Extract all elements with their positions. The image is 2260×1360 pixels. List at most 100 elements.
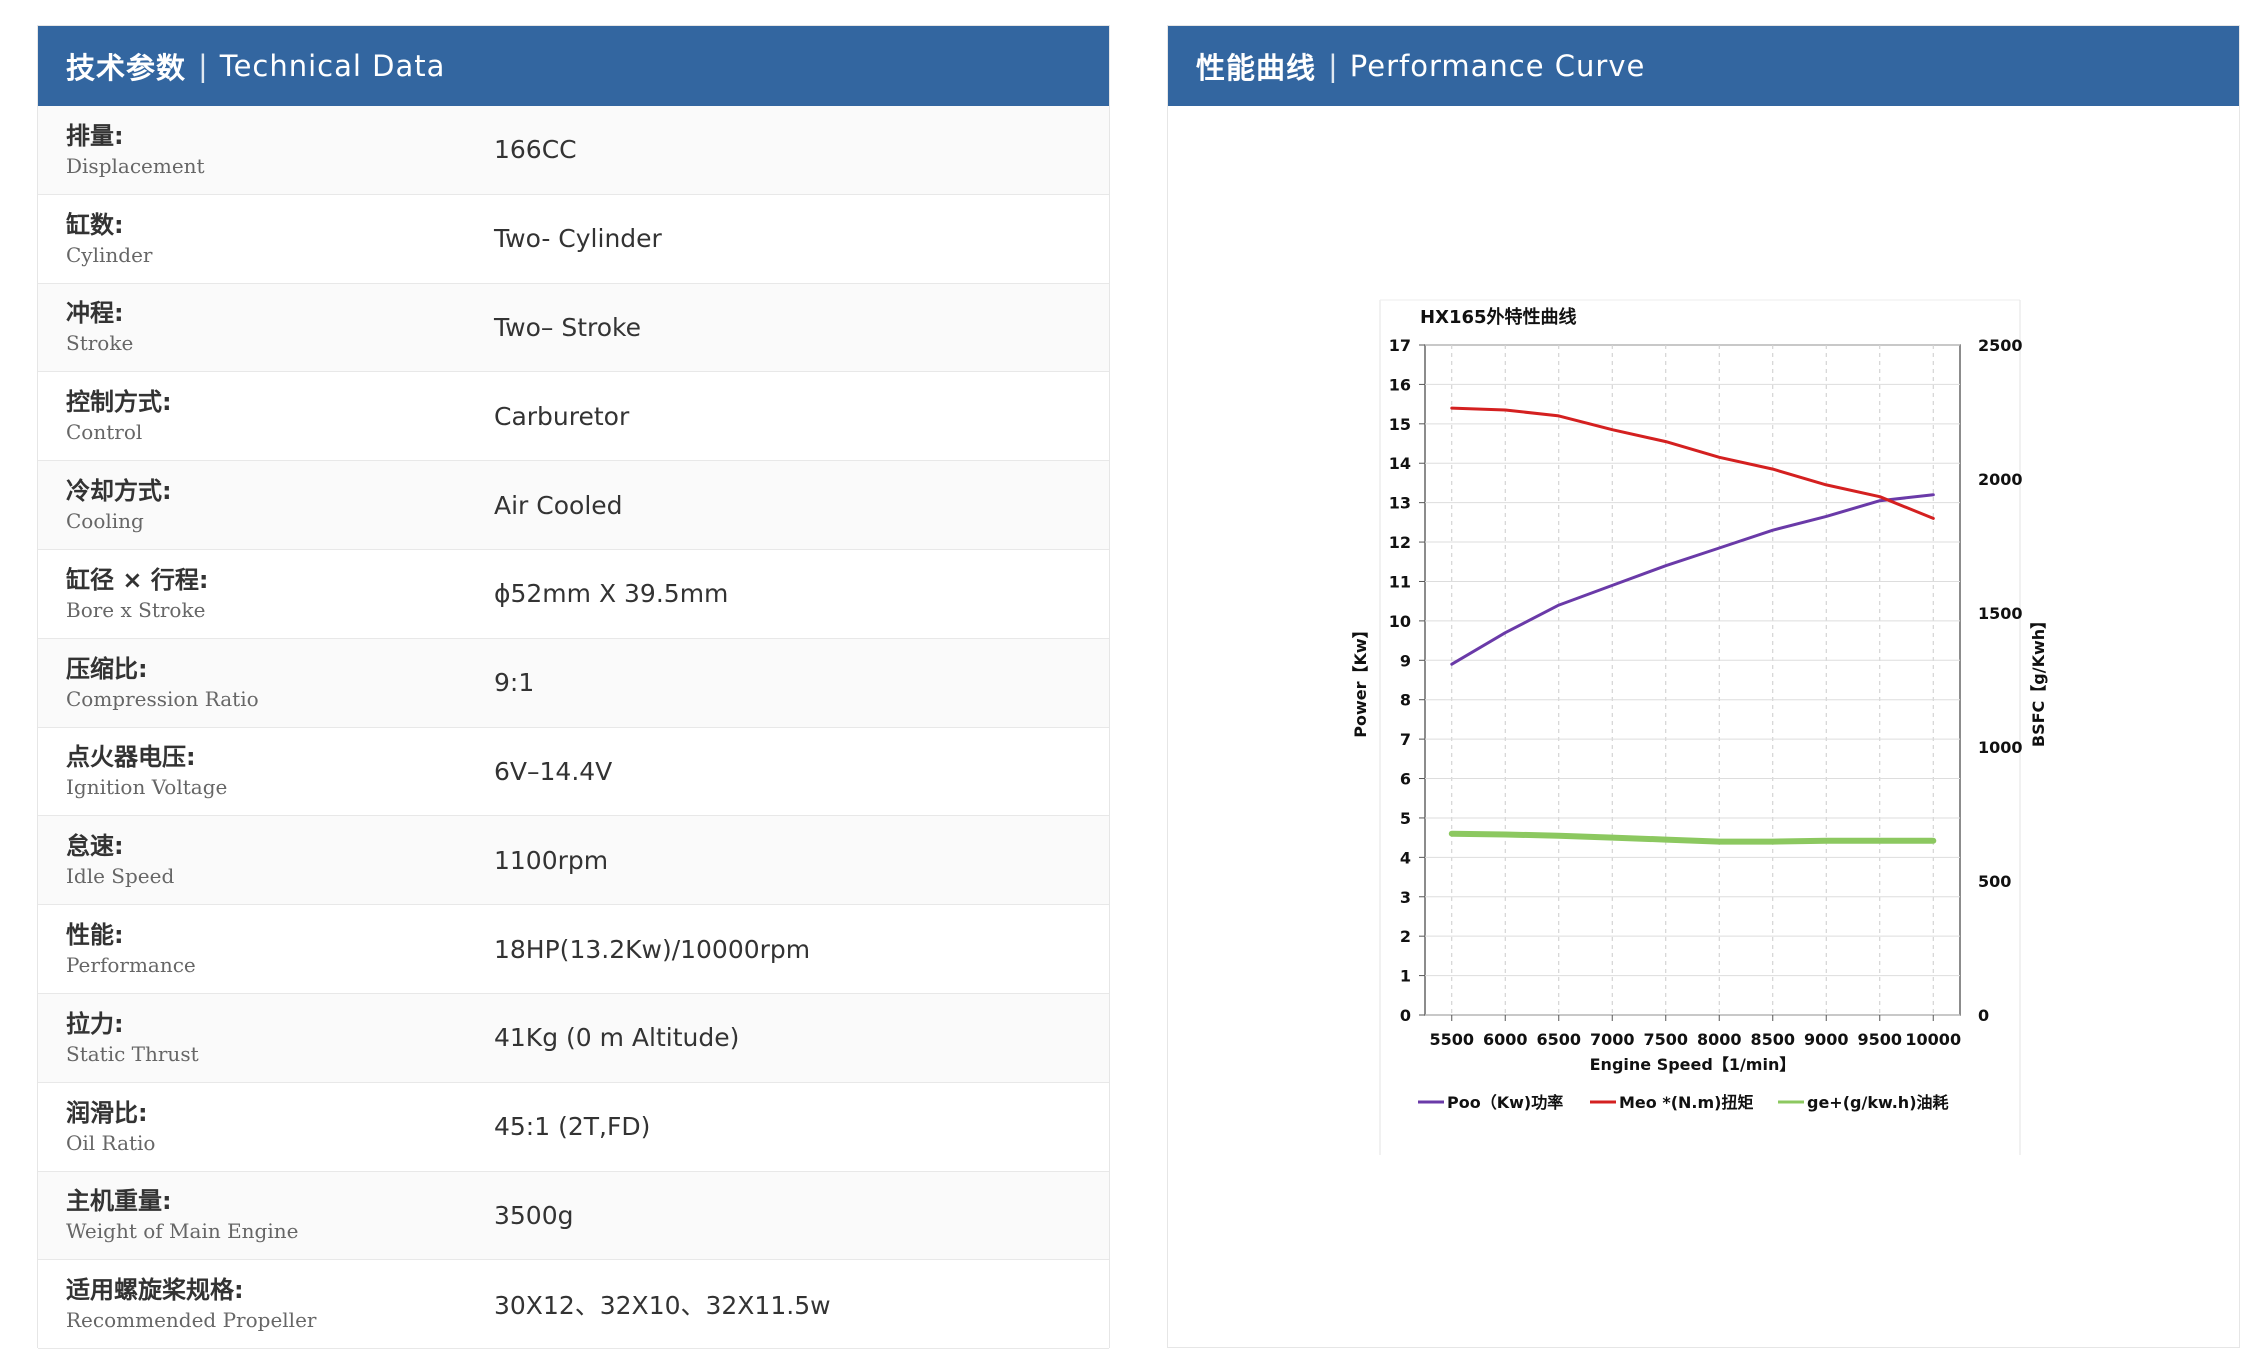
left-axis-tick-label: 14 [1389, 454, 1411, 473]
spec-value: Carburetor [494, 401, 630, 431]
spec-label-en: Displacement [66, 153, 205, 178]
spec-value: ϕ52mm X 39.5mm [494, 579, 729, 609]
spec-label-en: Recommended Propeller [66, 1308, 317, 1333]
series-line-0 [1450, 493, 1935, 666]
performance-curve-panel: 性能曲线 | Performance Curve [1167, 25, 2240, 1348]
spec-row: 点火器电压: Ignition Voltage 6V–14.4V [38, 727, 1109, 817]
chart-labels: 0123456789101112131415161705001000150020… [1351, 306, 2048, 1074]
spec-row: 控制方式: Control Carburetor [38, 372, 1109, 462]
performance-curve-title-zh: 性能曲线 [1196, 51, 1317, 85]
spec-label-zh: 压缩比: [66, 654, 148, 683]
left-axis-tick-label: 8 [1400, 691, 1411, 710]
spec-value: 30X12、32X10、32X11.5w [494, 1291, 831, 1321]
right-axis-tick-label: 1000 [1978, 738, 2023, 757]
right-axis-label: BSFC【g/Kwh】 [2029, 613, 2048, 747]
spec-row: 适用螺旋桨规格: Recommended Propeller 30X12、32X10… [38, 1260, 1109, 1350]
right-axis-tick-label: 2000 [1978, 470, 2023, 489]
spec-label-zh: 控制方式: [66, 388, 172, 417]
spec-label: 缸径 × 行程: Bore x Stroke [38, 564, 494, 624]
spec-label: 拉力: Static Thrust [38, 1008, 494, 1068]
spec-label-en: Cooling [66, 509, 144, 534]
x-axis-tick-label: 8500 [1750, 1030, 1795, 1049]
spec-label-en: Idle Speed [66, 864, 175, 889]
spec-label-en: Stroke [66, 331, 134, 356]
spec-label: 润滑比: Oil Ratio [38, 1097, 494, 1157]
spec-label-zh: 性能: [66, 921, 124, 950]
spec-label-zh: 怠速: [66, 832, 124, 861]
spec-label-en: Weight of Main Engine [66, 1219, 299, 1244]
left-axis-tick-label: 17 [1389, 336, 1411, 355]
spec-value: 9:1 [494, 668, 535, 698]
x-axis-tick-label: 6000 [1483, 1030, 1528, 1049]
spec-label: 冷却方式: Cooling [38, 475, 494, 535]
technical-data-title-zh: 技术参数 [66, 51, 187, 85]
spec-row: 润滑比: Oil Ratio 45:1 (2T,FD) [38, 1082, 1109, 1172]
x-axis-tick-label: 7500 [1643, 1030, 1688, 1049]
performance-curve-header: 性能曲线 | Performance Curve [1168, 26, 2239, 106]
spec-value: 45:1 (2T,FD) [494, 1112, 651, 1142]
spec-label-zh: 润滑比: [66, 1098, 148, 1127]
chart-title: HX165外特性曲线 [1420, 306, 1577, 328]
spec-label: 性能: Performance [38, 919, 494, 979]
spec-label: 适用螺旋桨规格: Recommended Propeller [38, 1274, 494, 1334]
spec-row: 缸数: Cylinder Two- Cylinder [38, 194, 1109, 284]
spec-value: Two– Stroke [494, 312, 641, 342]
spec-row: 缸径 × 行程: Bore x Stroke ϕ52mm X 39.5mm [38, 549, 1109, 639]
spec-row: 冲程: Stroke Two– Stroke [38, 283, 1109, 373]
spec-value: 166CC [494, 135, 577, 165]
header-separator: | [198, 49, 208, 83]
spec-label-zh: 排量: [66, 121, 124, 150]
left-axis-tick-label: 10 [1389, 612, 1411, 631]
x-axis-tick-label: 10000 [1905, 1030, 1961, 1049]
left-axis-tick-label: 0 [1400, 1006, 1411, 1025]
right-axis-tick-label: 2500 [1978, 336, 2023, 355]
spec-value: 41Kg (0 m Altitude) [494, 1023, 740, 1053]
x-axis-tick-label: 5500 [1429, 1030, 1474, 1049]
spec-value: 1100rpm [494, 845, 609, 875]
spec-value: Air Cooled [494, 490, 623, 520]
left-axis-tick-label: 7 [1400, 730, 1411, 749]
right-axis-tick-label: 1500 [1978, 604, 2023, 623]
technical-data-title-en: Technical Data [219, 49, 446, 83]
x-axis-tick-label: 8000 [1697, 1030, 1742, 1049]
spec-label: 控制方式: Control [38, 386, 494, 446]
performance-curve-title-en: Performance Curve [1349, 49, 1646, 83]
left-axis-tick-label: 6 [1400, 770, 1411, 789]
spec-value: 18HP(13.2Kw)/10000rpm [494, 934, 811, 964]
spec-label-en: Cylinder [66, 242, 153, 267]
series-line-2 [1448, 830, 1937, 845]
spec-label: 冲程: Stroke [38, 297, 494, 357]
spec-value: 6V–14.4V [494, 756, 613, 786]
legend-entry: Meo *(N.m)扭矩 [1619, 1093, 1753, 1112]
spec-label-en: Ignition Voltage [66, 775, 228, 800]
spec-row: 排量: Displacement 166CC [38, 106, 1109, 195]
spec-label: 缸数: Cylinder [38, 209, 494, 269]
left-axis-label: Power【Kw】 [1351, 622, 1370, 737]
spec-label-zh: 主机重量: [66, 1187, 172, 1216]
left-axis-tick-label: 11 [1389, 572, 1411, 591]
spec-label: 点火器电压: Ignition Voltage [38, 741, 494, 801]
legend-entry: ge+(g/kw.h)油耗 [1807, 1093, 1949, 1112]
spec-label-zh: 点火器电压: [66, 743, 196, 772]
left-axis-tick-label: 4 [1400, 848, 1411, 867]
chart-legend: Poo（Kw)功率 Meo *(N.m)扭矩 ge+(g/kw.h)油耗 [1418, 1093, 1949, 1112]
left-axis-tick-label: 15 [1389, 415, 1411, 434]
series-line-1 [1450, 406, 1935, 520]
technical-data-panel: 技术参数 | Technical Data 排量: Displacement 166… [37, 25, 1110, 1350]
spec-row: 怠速: Idle Speed 1100rpm [38, 816, 1109, 906]
spec-label: 压缩比: Compression Ratio [38, 653, 494, 713]
x-axis-tick-label: 9500 [1857, 1030, 1902, 1049]
spec-label: 怠速: Idle Speed [38, 830, 494, 890]
spec-row: 性能: Performance 18HP(13.2Kw)/10000rpm [38, 905, 1109, 994]
spec-row: 拉力: Static Thrust 41Kg (0 m Altitude) [38, 993, 1109, 1083]
spec-value: 3500g [494, 1200, 574, 1230]
spec-label-zh: 缸径 × 行程: [66, 565, 209, 594]
x-axis-tick-label: 6500 [1536, 1030, 1581, 1049]
spec-label-en: Bore x Stroke [66, 597, 206, 622]
spec-label-en: Performance [66, 953, 196, 978]
performance-chart: 0123456789101112131415161705001000150020… [1351, 299, 2048, 1155]
spec-label-en: Compression Ratio [66, 686, 259, 711]
legend-entry: Poo（Kw)功率 [1447, 1093, 1563, 1112]
left-axis-tick-label: 9 [1400, 651, 1411, 670]
x-axis-label: Engine Speed【1/min】 [1590, 1055, 1796, 1074]
